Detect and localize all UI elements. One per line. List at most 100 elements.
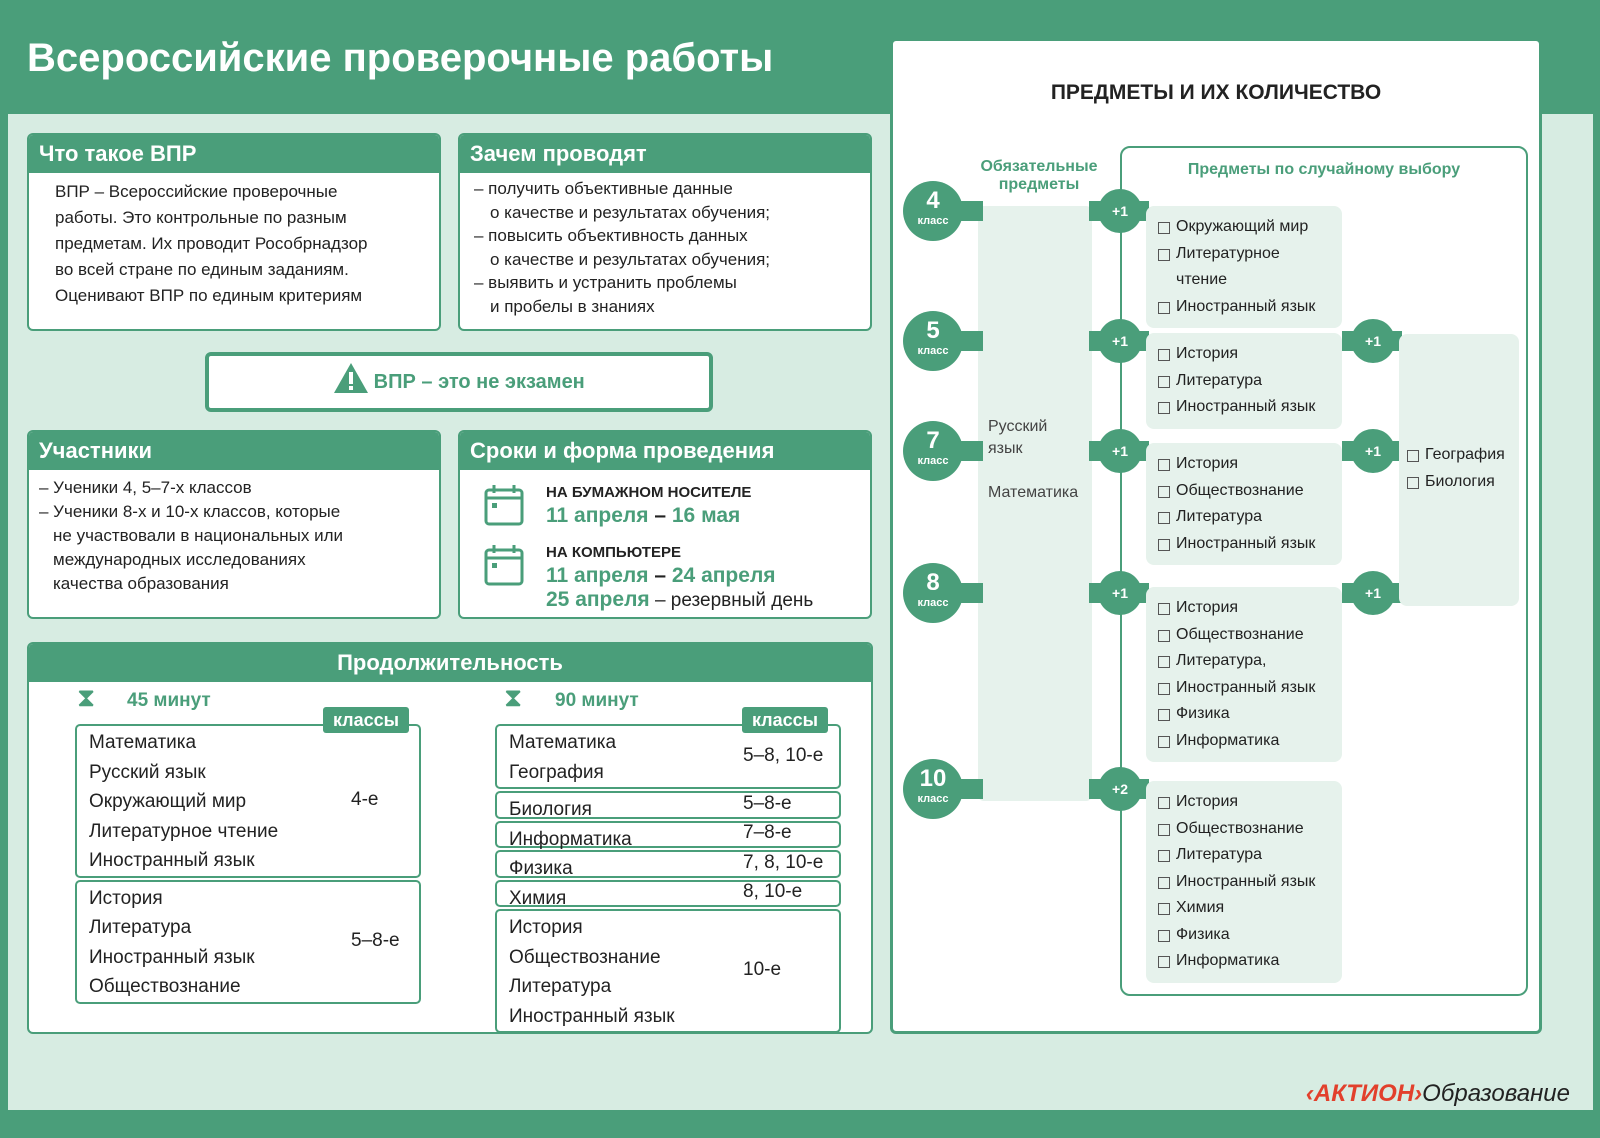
text-line: качества образования (53, 574, 229, 593)
logo-brand: ‹АКТИОН› (1305, 1080, 1423, 1107)
connector (953, 779, 983, 799)
calendar-icon (484, 485, 524, 526)
subject-item: История (1156, 341, 1332, 368)
subject: Математика (509, 732, 617, 753)
subject-item: Химия (1156, 895, 1332, 922)
plus-badge: +1 (1098, 571, 1142, 615)
subject: Литературное чтение (89, 820, 279, 842)
subject: Иностранный язык (89, 850, 255, 871)
connector (953, 331, 983, 351)
plus-badge: +1 (1098, 189, 1142, 233)
aktion-logo: ‹АКТИОН›Образование (1306, 1080, 1570, 1108)
extra-subject-list: География Биология (1399, 334, 1519, 606)
text-line: во всей стране по единым заданиям. (55, 260, 349, 279)
subjects-heading: ПРЕДМЕТЫ И ИХ КОЛИЧЕСТВО (1050, 81, 1382, 104)
page-title: Всероссийские проверочные работы (27, 36, 774, 80)
connector (953, 201, 983, 221)
duration-row: История Обществознание Литература Иностранн… (495, 909, 841, 1032)
text-line: – Ученики 8-х и 10-х классов, которые (39, 502, 341, 521)
random-heading: Предметы по случайному выбору (1187, 161, 1461, 178)
text-line: – повысить объективность данных (474, 226, 748, 245)
computer-from: 11 апреля (546, 564, 649, 587)
plus-badge: +1 (1351, 571, 1395, 615)
subjects-cell: Биология (509, 795, 592, 825)
subject-item: История (1156, 595, 1332, 622)
text-line: о качестве и результатах обучения; (490, 202, 771, 222)
subject-list: История Литература Иностранный язык (1146, 333, 1342, 429)
subject: Химия (509, 887, 567, 909)
subject-item: Обществознание (1156, 622, 1332, 649)
subject-item: Биология (1405, 469, 1509, 496)
duration-card: Продолжительность ⧗ 45 минут ⧗ 90 минут клас… (27, 642, 873, 1034)
connector (953, 583, 983, 603)
required-heading: Обязательные предметы (980, 158, 1098, 193)
grades-cell: 4-е (351, 788, 379, 810)
logo-suffix: Образование (1422, 1080, 1570, 1107)
text-line: предметам. Их проводит Рособрнадзор (55, 234, 368, 253)
why-text: – получить объективные данные о качестве … (460, 173, 870, 318)
grades-cell: 5–8, 10-е (743, 744, 824, 766)
text-line: работы. Это контрольные по разным (55, 208, 347, 227)
dates-heading: Сроки и форма проведения (460, 432, 870, 470)
subject-list: История Обществознание Литература, Иностран… (1146, 587, 1342, 762)
text-line: – получить объективные данные (474, 179, 733, 198)
grade-word: класс (917, 345, 949, 357)
text-line: о качестве и результатах обучения; (490, 249, 771, 269)
text-line: не участвовали в национальных или (53, 526, 344, 545)
dash: – (654, 564, 667, 587)
classes-badge: классы (323, 707, 409, 733)
required-item: Математика (988, 484, 1079, 501)
subjects-panel: ПРЕДМЕТЫ И ИХ КОЛИЧЕСТВО Обязательные пр… (890, 38, 1542, 1034)
duration-row: Химия 8, 10-е (495, 879, 841, 909)
grades-cell: 5–8-е (743, 792, 792, 814)
subject: Иностранный язык (509, 1005, 675, 1027)
why-heading: Зачем проводят (460, 135, 870, 173)
subject-item: Литература (1156, 368, 1332, 395)
subject-item: Иностранный язык (1156, 394, 1332, 421)
text-line: международных исследованиях (53, 550, 306, 569)
computer-to: 24 апреля (671, 564, 776, 587)
subject-item: Иностранный язык (1156, 531, 1332, 558)
reserve-text: – резервный день (654, 590, 814, 611)
subject-item: Иностранный язык (1156, 869, 1332, 896)
subject-item: Обществознание (1156, 816, 1332, 843)
subject: Литература (89, 917, 192, 938)
subject: Физика (509, 858, 573, 879)
subject-item: Литература, (1156, 648, 1332, 675)
text-line: – Ученики 4, 5–7-х классов (39, 478, 252, 497)
subject-item: Физика (1156, 922, 1332, 949)
what-heading: Что такое ВПР (29, 135, 439, 173)
paper-label: НА БУМАЖНОМ НОСИТЕЛЕ (546, 484, 752, 501)
warning-text: ВПР – это не экзамен (373, 371, 585, 393)
grades-cell: 8, 10-е (743, 881, 803, 903)
plus-badge: +1 (1351, 429, 1395, 473)
text-line: Оценивают ВПР по единым критериям (55, 286, 363, 305)
calendar-icon (484, 545, 524, 586)
subject-item: Информатика (1156, 948, 1332, 975)
grade-word: класс (917, 455, 949, 467)
dash: – (654, 504, 667, 527)
subject: Иностранный язык (89, 946, 255, 968)
plus-badge: +1 (1098, 429, 1142, 473)
subject: История (89, 887, 163, 909)
subject: Русский язык (89, 761, 206, 783)
grades-cell: 7–8-е (743, 822, 792, 844)
hourglass-icon: ⧗ (77, 682, 96, 712)
grade-word: класс (917, 793, 949, 805)
classes-badge: классы (742, 707, 828, 733)
grade-number: 7 (926, 427, 940, 454)
subject: Обществознание (89, 976, 241, 997)
grade-word: класс (917, 597, 949, 609)
subject: Биология (509, 799, 592, 820)
text-line: ВПР – Всероссийские проверочные (55, 182, 338, 201)
text-line: и пробелы в знаниях (490, 296, 655, 316)
subject: Математика (89, 732, 197, 753)
subject-item: География (1405, 442, 1509, 469)
what-text: ВПР – Всероссийские проверочные работы. Э… (29, 173, 439, 309)
subject: Литература (509, 976, 612, 997)
reserve-date: 25 апреля (546, 588, 650, 611)
duration-45-label: 45 минут (127, 690, 211, 711)
subject-list: Окружающий мир Литературное чтение Иностра… (1146, 206, 1342, 328)
duration-heading: Продолжительность (29, 644, 871, 682)
duration-row: История Литература Иностранный язык Обществ… (75, 879, 421, 1004)
